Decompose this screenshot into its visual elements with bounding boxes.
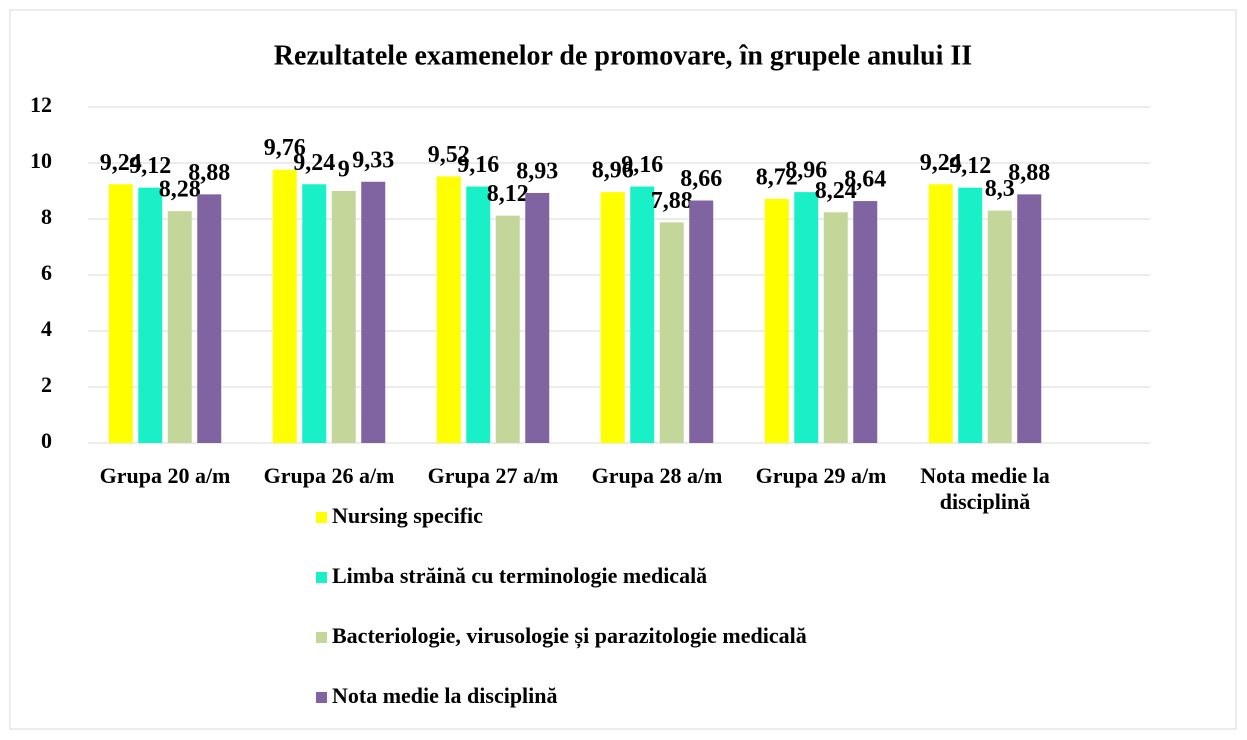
x-tick-label: Nota medie la disciplină: [920, 463, 1050, 514]
data-label: 9: [338, 157, 350, 183]
bar: [272, 169, 297, 443]
chart-title: Rezultatele examenelor de promovare, în …: [274, 40, 972, 71]
bar: [436, 176, 461, 443]
legend-label: Limba străină cu terminologie medicală: [332, 563, 707, 588]
legend-label: Bacteriologie, virusologie și parazitolo…: [332, 623, 807, 649]
bar: [108, 184, 133, 443]
bar: [167, 211, 192, 443]
data-label: 9,16: [457, 152, 499, 178]
x-tick-label: Grupa 29 a/m: [755, 463, 887, 488]
data-label: 8,64: [844, 167, 886, 193]
bar: [1017, 194, 1042, 443]
data-label: 9,24: [100, 150, 142, 176]
data-label: 8,66: [680, 166, 722, 192]
bar: [958, 187, 983, 443]
bar: [630, 186, 655, 443]
data-label: 8,96: [785, 158, 827, 184]
bar: [466, 186, 491, 443]
bar: [361, 181, 386, 443]
bar: [928, 184, 953, 443]
y-tick-label: 6: [41, 260, 52, 285]
bar: [197, 194, 222, 443]
legend-marker: [316, 572, 327, 583]
bar: [853, 201, 878, 443]
x-tick-label-box: Grupa 28 a/m: [591, 463, 723, 488]
y-tick-label: 8: [41, 204, 52, 229]
bar: [495, 215, 520, 443]
bar: [689, 200, 714, 443]
legend-marker: [316, 692, 327, 703]
bar: [525, 192, 550, 443]
data-label: 8,88: [1008, 160, 1050, 186]
x-tick-label: Grupa 28 a/m: [591, 463, 723, 488]
x-tick-label: Grupa 26 a/m: [263, 463, 395, 488]
data-label: 9,24: [293, 150, 335, 176]
data-label: 9,16: [621, 152, 663, 178]
data-label: 8,28: [159, 177, 201, 203]
data-label: 8,72: [756, 164, 798, 190]
data-label: 8,3: [985, 176, 1015, 202]
legend-label: Nota medie la disciplină: [332, 683, 558, 708]
x-tick-label: Grupa 27 a/m: [427, 463, 559, 488]
bar: [659, 222, 684, 443]
x-tick-label: Grupa 20 a/m: [99, 463, 231, 488]
data-label: 7,88: [651, 188, 693, 214]
bar: [987, 210, 1012, 443]
bar: [331, 191, 356, 443]
y-tick-label: 4: [41, 316, 52, 341]
y-tick-label: 10: [30, 148, 52, 173]
legend-marker: [316, 632, 327, 643]
bar: [794, 192, 819, 443]
legend-label: Nursing specific: [332, 503, 483, 528]
data-label: 9,24: [920, 150, 962, 176]
data-label: 8,96: [592, 158, 634, 184]
data-label: 8,88: [188, 160, 230, 186]
bar: [302, 184, 327, 443]
data-label: 8,12: [487, 181, 529, 207]
y-tick-label: 12: [30, 92, 52, 117]
data-label: 8,24: [815, 178, 857, 204]
y-tick-label: 2: [41, 372, 52, 397]
x-tick-label-box: Grupa 26 a/m: [263, 463, 395, 488]
data-label: 9,12: [949, 153, 991, 179]
bar: [823, 212, 848, 443]
bar: [600, 192, 625, 443]
legend-marker: [316, 512, 327, 523]
data-label: 9,33: [352, 147, 394, 173]
data-label: 9,12: [129, 153, 171, 179]
x-tick-label-box: Grupa 27 a/m: [427, 463, 559, 488]
x-tick-label-box: Nota medie la disciplină: [920, 463, 1050, 514]
x-tick-label-box: Grupa 20 a/m: [99, 463, 231, 488]
data-label: 9,76: [264, 135, 306, 161]
data-label: 9,52: [428, 142, 470, 168]
data-label: 8,93: [516, 158, 558, 184]
bar: [764, 198, 789, 443]
y-tick-label: 0: [41, 428, 52, 453]
bar: [138, 187, 163, 443]
x-tick-label-box: Grupa 29 a/m: [755, 463, 887, 488]
